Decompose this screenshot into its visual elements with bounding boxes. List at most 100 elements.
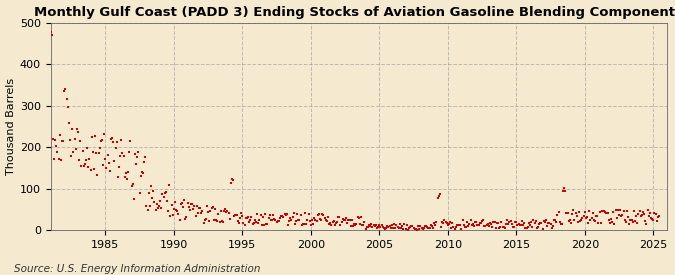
Point xyxy=(545,222,556,226)
Point xyxy=(468,224,479,228)
Point xyxy=(91,150,102,155)
Point xyxy=(77,149,88,153)
Point xyxy=(207,205,218,210)
Point xyxy=(605,216,616,221)
Point xyxy=(383,225,394,229)
Point xyxy=(186,202,196,207)
Point xyxy=(132,155,142,159)
Point xyxy=(439,218,450,222)
Point xyxy=(110,145,121,150)
Point xyxy=(397,224,408,228)
Point xyxy=(566,220,576,225)
Point xyxy=(583,220,593,225)
Point xyxy=(154,204,165,208)
Point xyxy=(295,212,306,217)
Point xyxy=(256,223,267,227)
Point xyxy=(113,175,124,179)
Point xyxy=(462,220,472,224)
Point xyxy=(649,211,659,215)
Point xyxy=(350,223,360,227)
Point xyxy=(641,221,652,226)
Point xyxy=(524,223,535,227)
Point xyxy=(105,169,115,174)
Point xyxy=(292,211,302,216)
Point xyxy=(211,218,221,222)
Point xyxy=(300,211,310,215)
Point xyxy=(609,221,620,226)
Point xyxy=(214,220,225,225)
Point xyxy=(123,170,134,174)
Point xyxy=(93,151,104,156)
Point xyxy=(131,162,142,166)
Point xyxy=(341,216,352,220)
Point xyxy=(375,224,386,229)
Point xyxy=(478,218,489,222)
Point xyxy=(165,214,176,219)
Point xyxy=(199,218,210,222)
Point xyxy=(491,221,502,226)
Point xyxy=(169,200,180,204)
Point xyxy=(113,165,124,169)
Point xyxy=(324,221,335,226)
Point xyxy=(414,227,425,231)
Point xyxy=(323,215,333,219)
Point xyxy=(239,222,250,227)
Point xyxy=(508,225,519,230)
Point xyxy=(417,227,428,231)
Point xyxy=(381,226,392,230)
Point xyxy=(232,213,242,218)
Point xyxy=(405,225,416,229)
Point xyxy=(424,226,435,230)
Point xyxy=(493,221,504,225)
Point xyxy=(562,211,573,215)
Point xyxy=(526,220,537,224)
Point xyxy=(642,208,653,212)
Point xyxy=(106,136,117,141)
Point xyxy=(234,221,244,226)
Point xyxy=(481,223,492,228)
Point xyxy=(648,218,659,222)
Point xyxy=(638,210,649,214)
Point xyxy=(298,222,308,226)
Point xyxy=(501,222,512,226)
Point xyxy=(346,218,357,222)
Point xyxy=(229,213,240,218)
Point xyxy=(531,226,542,230)
Point xyxy=(600,210,611,214)
Point xyxy=(556,222,566,226)
Point xyxy=(227,178,238,183)
Point xyxy=(283,223,294,227)
Point xyxy=(527,224,538,229)
Point xyxy=(220,207,231,211)
Point xyxy=(356,215,367,219)
Point xyxy=(250,218,261,222)
Point xyxy=(460,225,470,230)
Point xyxy=(151,202,162,206)
Point xyxy=(513,222,524,226)
Point xyxy=(184,205,194,209)
Point xyxy=(54,133,65,137)
Point xyxy=(138,171,148,176)
Point xyxy=(136,170,147,174)
Point xyxy=(579,210,590,214)
Point xyxy=(85,168,96,172)
Point xyxy=(263,216,274,220)
Point xyxy=(176,201,187,206)
Point xyxy=(630,219,641,224)
Point xyxy=(286,218,297,222)
Point xyxy=(319,216,330,221)
Point xyxy=(569,218,580,222)
Point xyxy=(483,224,494,228)
Point xyxy=(225,181,236,186)
Point xyxy=(352,215,363,219)
Point xyxy=(153,206,163,211)
Point xyxy=(202,204,213,208)
Point xyxy=(209,218,219,222)
Point xyxy=(316,218,327,222)
Point xyxy=(402,223,412,227)
Point xyxy=(313,212,324,216)
Point xyxy=(143,191,154,196)
Point xyxy=(630,214,641,219)
Point xyxy=(118,154,129,159)
Point xyxy=(82,146,92,150)
